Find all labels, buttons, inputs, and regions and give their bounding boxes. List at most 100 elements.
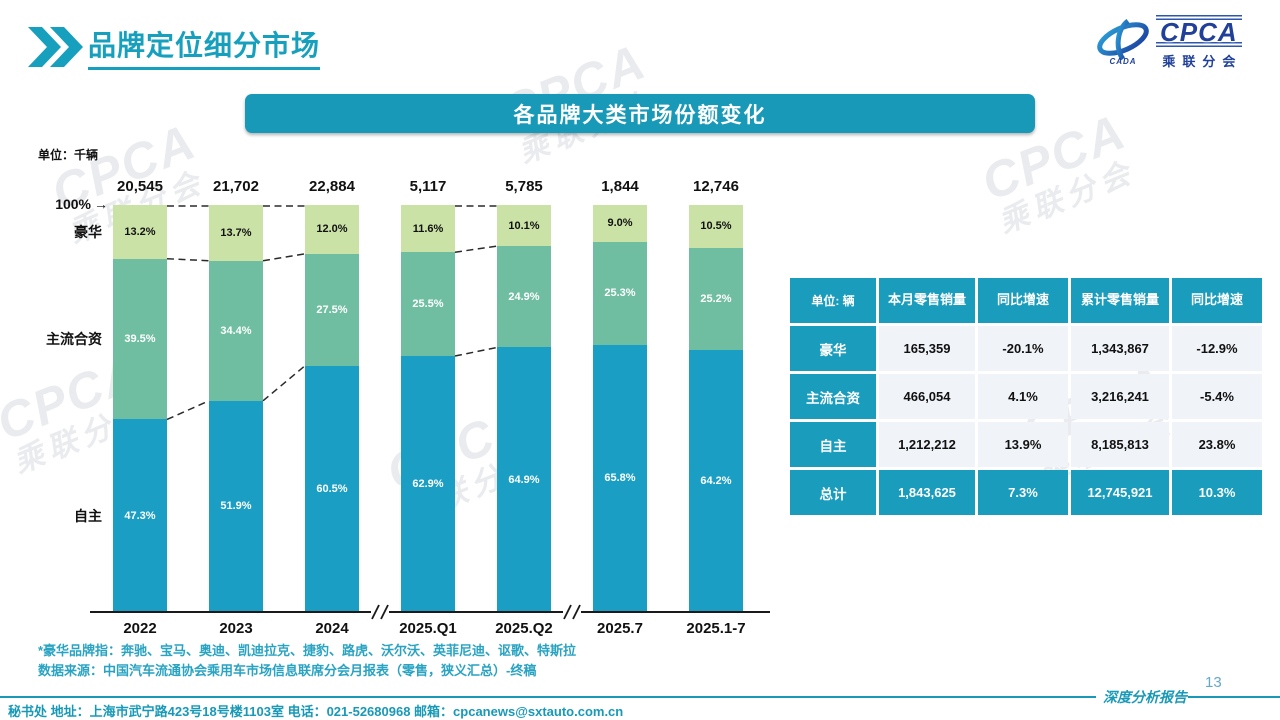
- y-axis-100-label: 100% →: [26, 196, 108, 212]
- right-arrow-icon: →: [94, 196, 108, 212]
- report-title: 深度分析报告: [1103, 690, 1187, 706]
- bar-segment-mainstream-jv: 25.5%: [401, 252, 455, 356]
- bar-segment-luxury: 10.1%: [497, 205, 551, 247]
- cpca-swoosh-caption: CADA: [1109, 56, 1137, 66]
- cpca-subtitle: 乘联分会: [1162, 54, 1243, 69]
- table-row-label: 主流合资: [790, 374, 876, 419]
- bar-total-label: 5,785: [505, 178, 543, 195]
- sales-table: 单位: 辆本月零售销量 同比增速 累计零售销量 同比增速 豪华 165,359 -20.1%…: [790, 278, 1262, 515]
- cpca-wordmark-block: CPCA 乘联分会: [1156, 14, 1242, 70]
- table-cell: 23.8%: [1172, 422, 1262, 467]
- bar-segment-domestic: 64.9%: [497, 347, 551, 612]
- category-label: 2025.Q2: [495, 620, 553, 637]
- series-label-domestic: 自主: [74, 507, 102, 524]
- bar-segment-domestic: 51.9%: [209, 400, 263, 612]
- segment-percent-label: 24.9%: [508, 290, 540, 303]
- secretariat-footer: 秘书处 地址：上海市武宁路423号18号楼1103室 电话：021-526809…: [8, 704, 624, 719]
- table-header-cell: 同比增速: [978, 278, 1068, 323]
- table-cell: 8,185,813: [1071, 422, 1169, 467]
- segment-percent-label: 62.9%: [412, 477, 444, 490]
- table-cell: 165,359: [879, 326, 975, 371]
- bar-segment-domestic: 60.5%: [305, 365, 359, 612]
- table-cell: 13.9%: [978, 422, 1068, 467]
- segment-percent-label: 12.0%: [316, 223, 348, 236]
- table-header-cell: 同比增速: [1172, 278, 1262, 323]
- segment-percent-label: 11.6%: [412, 222, 444, 235]
- axis-break-mask: [563, 603, 581, 621]
- bar-segment-mainstream-jv: 25.2%: [689, 247, 743, 351]
- bar: 13.7% 34.4% 51.9%: [209, 205, 263, 612]
- footer-divider-left: [0, 696, 1096, 698]
- dashed-connector-line: [454, 245, 498, 253]
- segment-percent-label: 64.2%: [700, 475, 732, 488]
- footnote-line-2: 数据来源：中国汽车流通协会乘用车市场信息联席分会月报表（零售，狭义汇总）-终稿: [38, 663, 537, 679]
- table-row-label: 总计: [790, 470, 876, 515]
- segment-percent-label: 65.8%: [604, 472, 636, 485]
- dashed-connector-line: [454, 346, 498, 357]
- bar-total-label: 1,844: [601, 178, 639, 195]
- segment-percent-label: 13.7%: [220, 226, 252, 239]
- bar-segment-luxury: 11.6%: [401, 205, 455, 253]
- bar: 10.5% 25.2% 64.2%: [689, 205, 743, 612]
- bar-segment-domestic: 47.3%: [113, 419, 167, 612]
- segment-percent-label: 10.5%: [700, 220, 732, 233]
- bar: 9.0% 25.3% 65.8%: [593, 205, 647, 612]
- segment-percent-label: 51.9%: [220, 500, 252, 513]
- bar-segment-mainstream-jv: 34.4%: [209, 260, 263, 401]
- category-label: 2022: [123, 620, 157, 637]
- segment-percent-label: 25.2%: [700, 293, 732, 306]
- bar-segment-mainstream-jv: 27.5%: [305, 253, 359, 366]
- table-cell: 466,054: [879, 374, 975, 419]
- chart-unit-label: 单位：千辆: [38, 148, 99, 162]
- dashed-connector-line: [262, 253, 306, 262]
- cpca-wordmark: CPCA: [1156, 14, 1242, 50]
- bar-segment-luxury: 9.0%: [593, 205, 647, 242]
- table-cell: 10.3%: [1172, 470, 1262, 515]
- axis-line: [572, 604, 581, 620]
- category-label: 2025.7: [597, 620, 643, 637]
- axis-line: [371, 604, 380, 620]
- bar-segment-mainstream-jv: 24.9%: [497, 246, 551, 348]
- segment-percent-label: 25.3%: [604, 287, 636, 300]
- cpca-swoosh: CADA: [1094, 18, 1152, 66]
- dashed-connector-line: [166, 400, 210, 421]
- footer-divider-right: [1188, 696, 1280, 698]
- bar-total-label: 22,884: [309, 178, 355, 195]
- table-cell: 12,745,921: [1071, 470, 1169, 515]
- table-cell: 3,216,241: [1071, 374, 1169, 419]
- axis-line: [563, 604, 572, 620]
- table-row-label: 自主: [790, 422, 876, 467]
- table-cell: -12.9%: [1172, 326, 1262, 371]
- bar-segment-luxury: 13.7%: [209, 205, 263, 261]
- bar-segment-domestic: 62.9%: [401, 355, 455, 612]
- bar-segment-mainstream-jv: 39.5%: [113, 258, 167, 420]
- axis-break-mask: [371, 603, 389, 621]
- page-title: 品牌定位细分市场: [88, 24, 321, 70]
- watermark-text: 乘联分会: [994, 154, 1140, 240]
- bar-total-label: 20,545: [117, 178, 163, 195]
- segment-percent-label: 13.2%: [124, 225, 156, 238]
- bar-total-label: 12,746: [693, 178, 739, 195]
- bar-segment-mainstream-jv: 25.3%: [593, 241, 647, 345]
- series-label-luxury: 豪华: [74, 223, 102, 240]
- segment-percent-label: 47.3%: [124, 509, 156, 522]
- series-label-mainstream-jv: 主流合资: [46, 331, 102, 348]
- cpca-logo: CADA CPCA 乘联分会: [1094, 14, 1242, 70]
- segment-percent-label: 60.5%: [316, 482, 348, 495]
- bar-segment-domestic: 65.8%: [593, 344, 647, 612]
- table-cell: 1,212,212: [879, 422, 975, 467]
- table-cell: 7.3%: [978, 470, 1068, 515]
- bar-segment-luxury: 13.2%: [113, 205, 167, 259]
- table-header-cell: 累计零售销量: [1071, 278, 1169, 323]
- category-label: 2025.1-7: [686, 620, 746, 637]
- bar: 10.1% 24.9% 64.9%: [497, 205, 551, 612]
- category-label: 2024: [315, 620, 349, 637]
- table-cell: 1,343,867: [1071, 326, 1169, 371]
- segment-percent-label: 9.0%: [607, 217, 633, 230]
- bar-segment-luxury: 10.5%: [689, 205, 743, 248]
- bar-total-label: 5,117: [409, 178, 447, 195]
- footnote-line-1: *豪华品牌指：奔驰、宝马、奥迪、凯迪拉克、捷豹、路虎、沃尔沃、英菲尼迪、讴歌、特…: [38, 643, 577, 658]
- chart-banner-title: 各品牌大类市场份额变化: [245, 94, 1035, 133]
- table-cell: 4.1%: [978, 374, 1068, 419]
